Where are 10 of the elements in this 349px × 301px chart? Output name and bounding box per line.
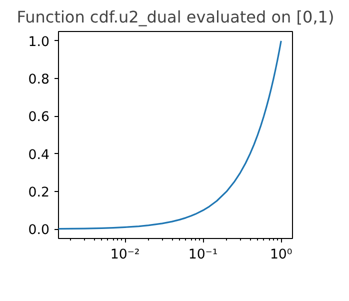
y-tick-label: 0.4	[28, 148, 50, 163]
chart-title: Function cdf.u2_dual evaluated on [0,1)	[16, 8, 334, 26]
y-tick-label: 1.0	[28, 34, 50, 50]
y-tick-label: 0.8	[28, 72, 50, 88]
y-tick-label: 0.0	[28, 223, 50, 238]
y-tick-label: 0.2	[28, 185, 50, 200]
x-tick-label: 10⁻²	[110, 248, 140, 262]
x-tick-label: 10⁰	[270, 248, 292, 262]
y-tick-label: 0.6	[28, 110, 50, 126]
x-tick-label: 10⁻¹	[188, 248, 218, 262]
